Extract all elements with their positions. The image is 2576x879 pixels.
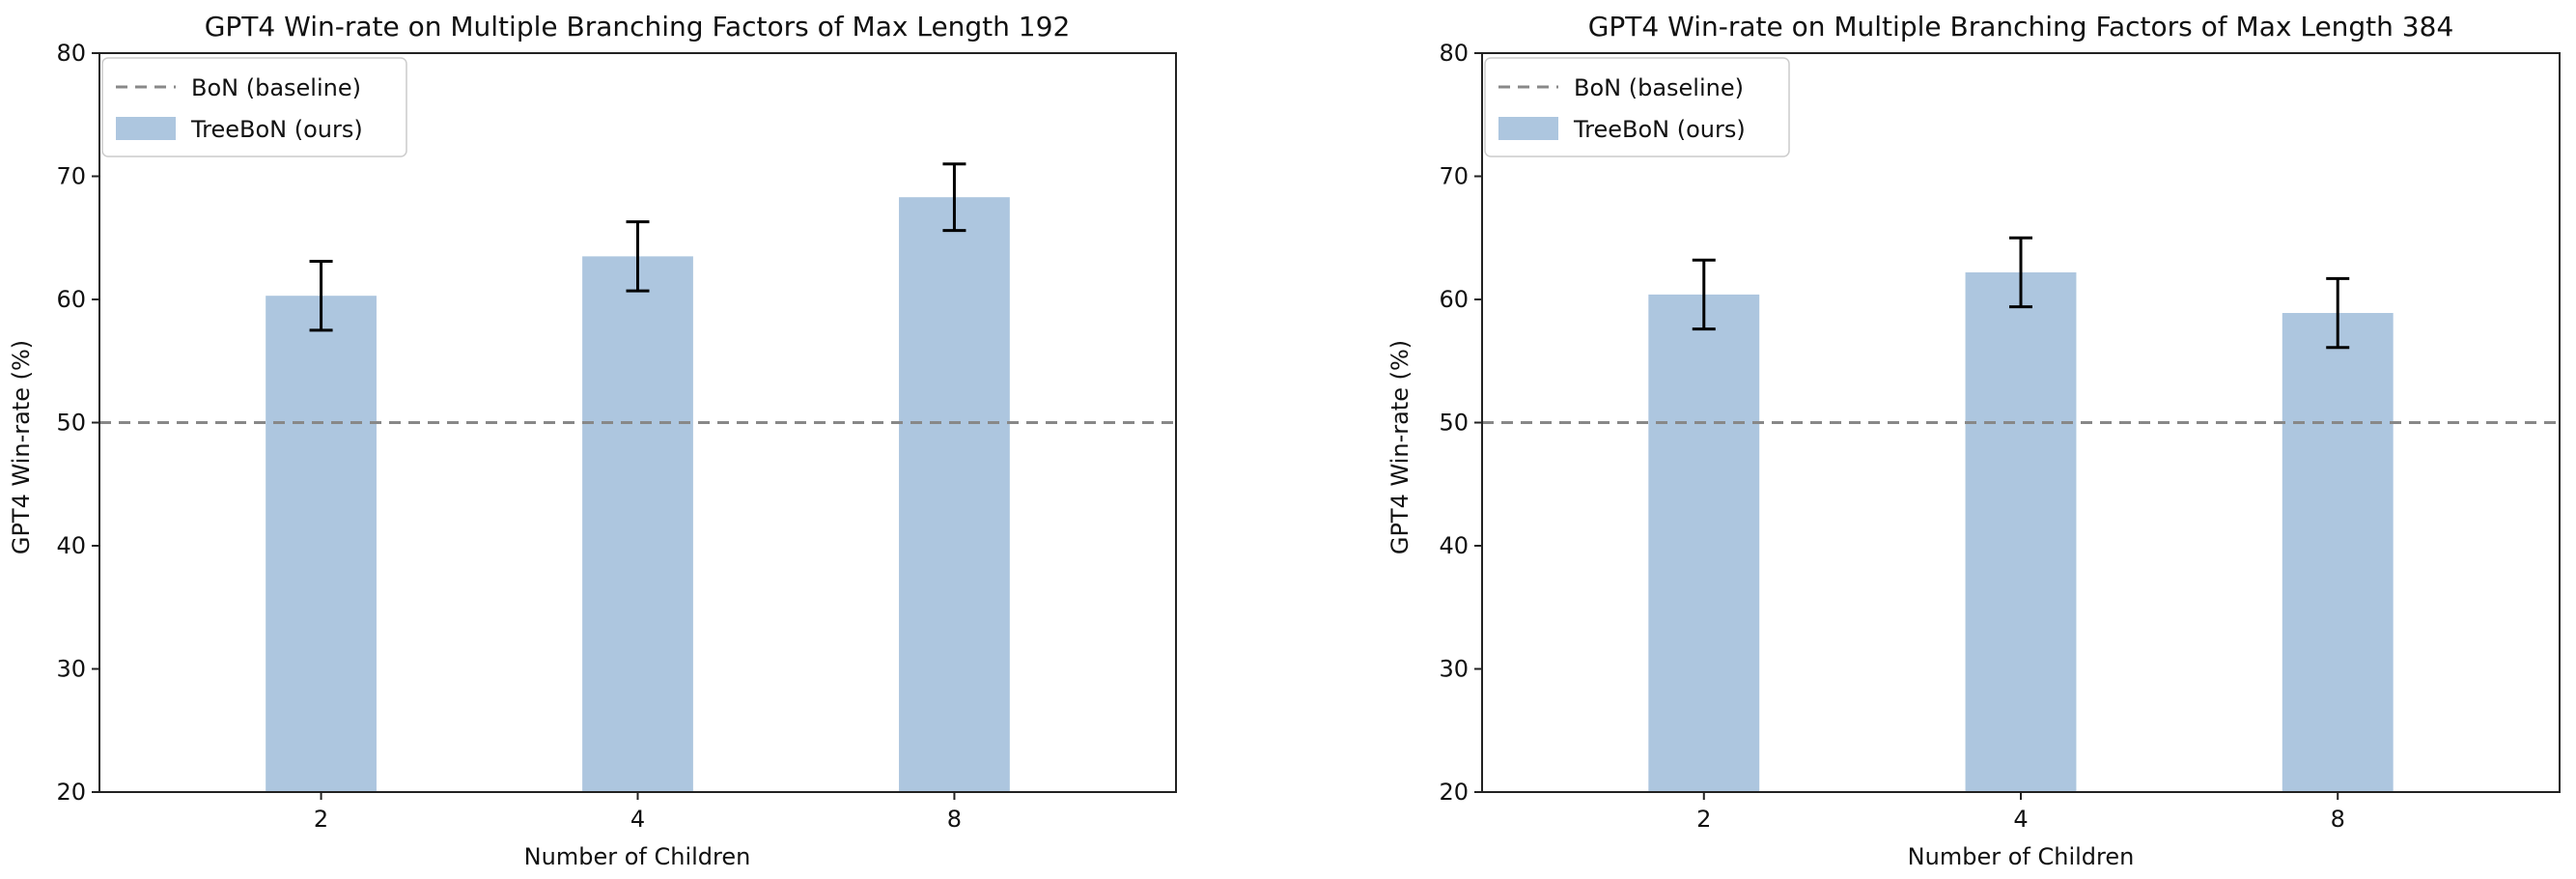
x-tick-label: 4: [630, 806, 645, 833]
bar-4: [1965, 271, 2077, 792]
y-tick-label: 40: [1439, 532, 1469, 559]
y-tick-label: 50: [1439, 410, 1469, 437]
y-tick-label: 20: [1439, 779, 1469, 806]
x-tick-label: 8: [2331, 806, 2345, 833]
legend: BoN (baseline) TreeBoN (ours): [1484, 57, 1790, 157]
y-tick-label: 50: [56, 410, 86, 437]
y-tick-label: 30: [56, 656, 86, 683]
error-bar-4: [626, 220, 650, 293]
bar-2: [1648, 294, 1760, 792]
y-tick-label: 40: [56, 532, 86, 559]
legend-baseline-label: BoN (baseline): [191, 74, 361, 101]
bar-8: [2282, 313, 2394, 792]
x-tick-label: 4: [2013, 806, 2028, 833]
x-tick-label: 8: [947, 806, 962, 833]
legend-treebon-label: TreeBoN (ours): [1573, 116, 1746, 143]
x-axis-label: Number of Children: [524, 843, 751, 870]
legend-treebon-label: TreeBoN (ours): [190, 116, 363, 143]
error-bar-4: [2009, 236, 2032, 309]
chart-title: GPT4 Win-rate on Multiple Branching Fact…: [205, 11, 1071, 43]
chart-title: GPT4 Win-rate on Multiple Branching Fact…: [1588, 11, 2454, 43]
chart-left: GPT4 Win-rate on Multiple Branching Fact…: [8, 11, 1177, 870]
bar-4: [582, 256, 693, 792]
chart-right: GPT4 Win-rate on Multiple Branching Fact…: [1386, 11, 2561, 870]
x-axis-label: Number of Children: [1908, 843, 2135, 870]
legend-treebon-swatch: [116, 117, 176, 140]
error-bar-2: [1692, 258, 1716, 331]
legend: BoN (baseline) TreeBoN (ours): [101, 57, 407, 157]
bar-2: [266, 296, 377, 792]
y-tick-label: 30: [1439, 656, 1469, 683]
y-axis-label: GPT4 Win-rate (%): [8, 340, 35, 554]
legend-baseline-label: BoN (baseline): [1574, 74, 1744, 101]
y-axis-label: GPT4 Win-rate (%): [1386, 340, 1414, 554]
y-tick-label: 70: [1439, 163, 1469, 190]
error-bar-8: [2326, 276, 2350, 350]
error-bar-2: [309, 259, 333, 332]
y-tick-label: 60: [56, 286, 86, 313]
y-tick-label: 70: [56, 163, 86, 190]
y-tick-label: 60: [1439, 286, 1469, 313]
y-tick-label: 80: [56, 40, 86, 67]
y-tick-label: 80: [1439, 40, 1469, 67]
bar-8: [899, 197, 1010, 793]
x-tick-label: 2: [314, 806, 328, 833]
legend-treebon-swatch: [1498, 117, 1558, 140]
y-tick-label: 20: [56, 779, 86, 806]
error-bar-8: [942, 162, 966, 233]
x-tick-label: 2: [1696, 806, 1711, 833]
